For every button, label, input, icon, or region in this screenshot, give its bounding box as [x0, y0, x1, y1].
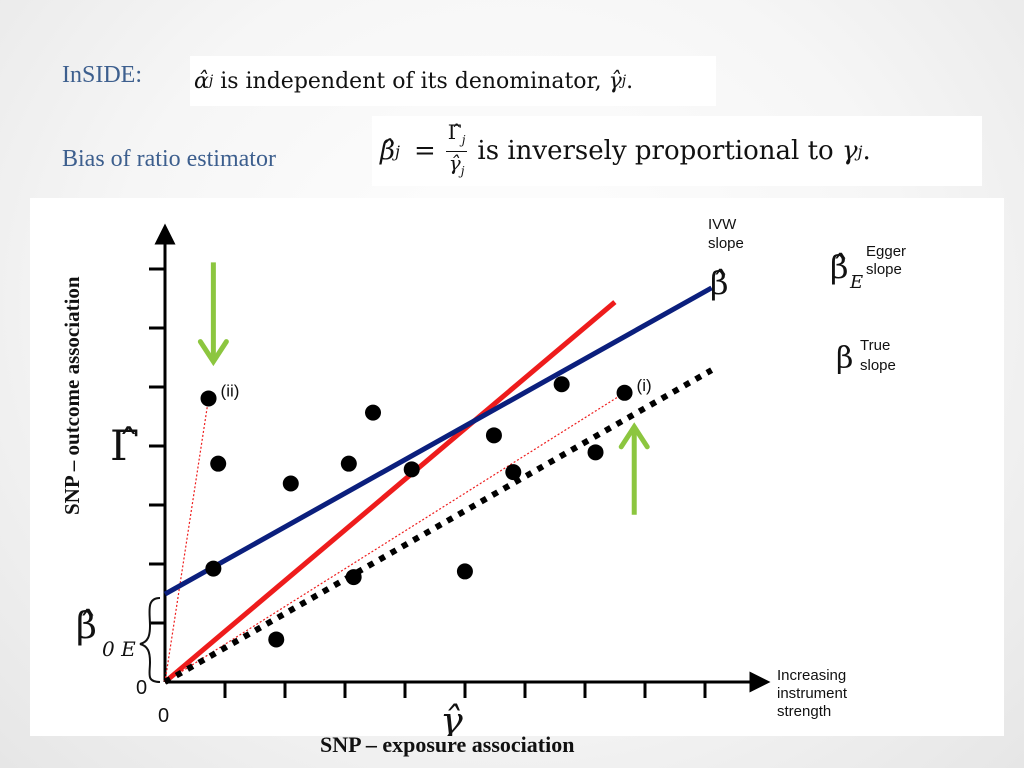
ratio-fraction: Γ̂j γ̂j [445, 119, 468, 182]
fraction-numerator: Γ̂ [447, 119, 462, 144]
egger-slope-name-line1: Egger [866, 243, 906, 260]
bias-statement-text: is inversely proportional to [477, 136, 842, 166]
data-points: (ii) (i) [200, 376, 652, 648]
denominator-subscript: j [460, 163, 465, 178]
x-axis-ticks [223, 681, 707, 698]
ivw-slope-symbol: β̂ [710, 264, 729, 302]
data-point [205, 560, 222, 577]
data-point [340, 455, 357, 472]
alpha-hat-symbol: α̂ [194, 68, 209, 94]
data-point [345, 569, 362, 586]
egger-slope-symbol: β̂ [830, 248, 849, 286]
inside-label: InSIDE: [62, 62, 142, 88]
equals-sign: = [414, 136, 436, 166]
x-axis-annotation-line3: strength [777, 703, 831, 720]
x-axis-annotation-line1: Increasing [777, 667, 846, 684]
intercept-label: β̂ [76, 606, 97, 647]
x-origin-label: 0 [158, 705, 169, 727]
origin-label: 0 [136, 677, 147, 699]
true-slope-line [163, 367, 714, 685]
inside-statement-end: . [626, 68, 634, 94]
numerator-subscript: j [461, 132, 466, 147]
data-point [200, 390, 217, 407]
fraction-denominator: γ̂ [448, 150, 461, 175]
gamma-hat-symbol: γ̂ [608, 68, 622, 94]
data-point [282, 475, 299, 492]
bias-label: Bias of ratio estimator [62, 146, 276, 172]
ivw-slope-name-line1: IVW [708, 216, 737, 233]
data-point [210, 455, 227, 472]
x-axis-label: SNP – exposure association [320, 732, 575, 757]
scatter-figure: Γ̂ γ̂ 0 0 β̂ 0 E (ii) (i) IVW slope β̂ β̂… [30, 198, 1004, 736]
data-point [587, 444, 604, 461]
green-arrow-down [197, 262, 229, 367]
egger-slope-line [163, 285, 713, 597]
ratio-line-2 [164, 392, 625, 683]
intercept-label-subscript: 0 E [102, 637, 136, 661]
arrow-head [618, 422, 650, 450]
data-point [616, 384, 633, 401]
beta-subscript: j [395, 141, 400, 161]
beta-hat-symbol: β̂ [380, 136, 396, 166]
data-point [553, 376, 570, 393]
egger-slope-symbol-subscript: E [849, 272, 863, 293]
gamma-j-subscript: j [857, 141, 863, 161]
data-point [268, 631, 285, 648]
x-axis-symbol: γ̂ [440, 699, 463, 736]
egger-slope-name-line2: slope [866, 261, 902, 278]
data-point [485, 427, 502, 444]
gamma-subscript: j [621, 73, 627, 89]
inside-statement: α̂ j is independent of its denominator, γ… [190, 56, 716, 106]
point-label: (ii) [221, 381, 240, 400]
ratio-lines [164, 392, 625, 683]
point-label: (i) [637, 376, 652, 395]
ivw-slope-line [163, 300, 617, 684]
data-point [505, 464, 522, 481]
ratio-line-1 [164, 398, 210, 683]
x-axis-annotation-line2: instrument [777, 685, 848, 702]
y-axis-symbol: Γ̂ [110, 421, 139, 470]
ivw-slope-name-line2: slope [708, 235, 744, 252]
scatter-chart: Γ̂ γ̂ 0 0 β̂ 0 E (ii) (i) IVW slope β̂ β̂… [76, 216, 906, 736]
data-point [403, 461, 420, 478]
inside-statement-text: is independent of its denominator, [213, 68, 609, 94]
y-axis-label: SNP – outcome association [60, 276, 84, 516]
bias-statement: β̂ j = Γ̂j γ̂j is inversely proportional … [372, 116, 982, 186]
y-axis-ticks [149, 267, 166, 625]
intercept-brace [139, 597, 161, 683]
green-arrows [197, 262, 650, 515]
bias-statement-end: . [862, 136, 871, 166]
green-arrow-up [618, 422, 650, 515]
arrow-head [197, 339, 229, 367]
true-slope-name-line2: slope [860, 357, 896, 374]
alpha-subscript: j [208, 73, 214, 89]
slope-lines [163, 285, 714, 685]
gamma-symbol: γ [841, 136, 858, 166]
data-point [365, 404, 382, 421]
true-slope-name-line1: True [860, 337, 890, 354]
data-point [456, 563, 473, 580]
true-slope-symbol: β [836, 341, 853, 376]
